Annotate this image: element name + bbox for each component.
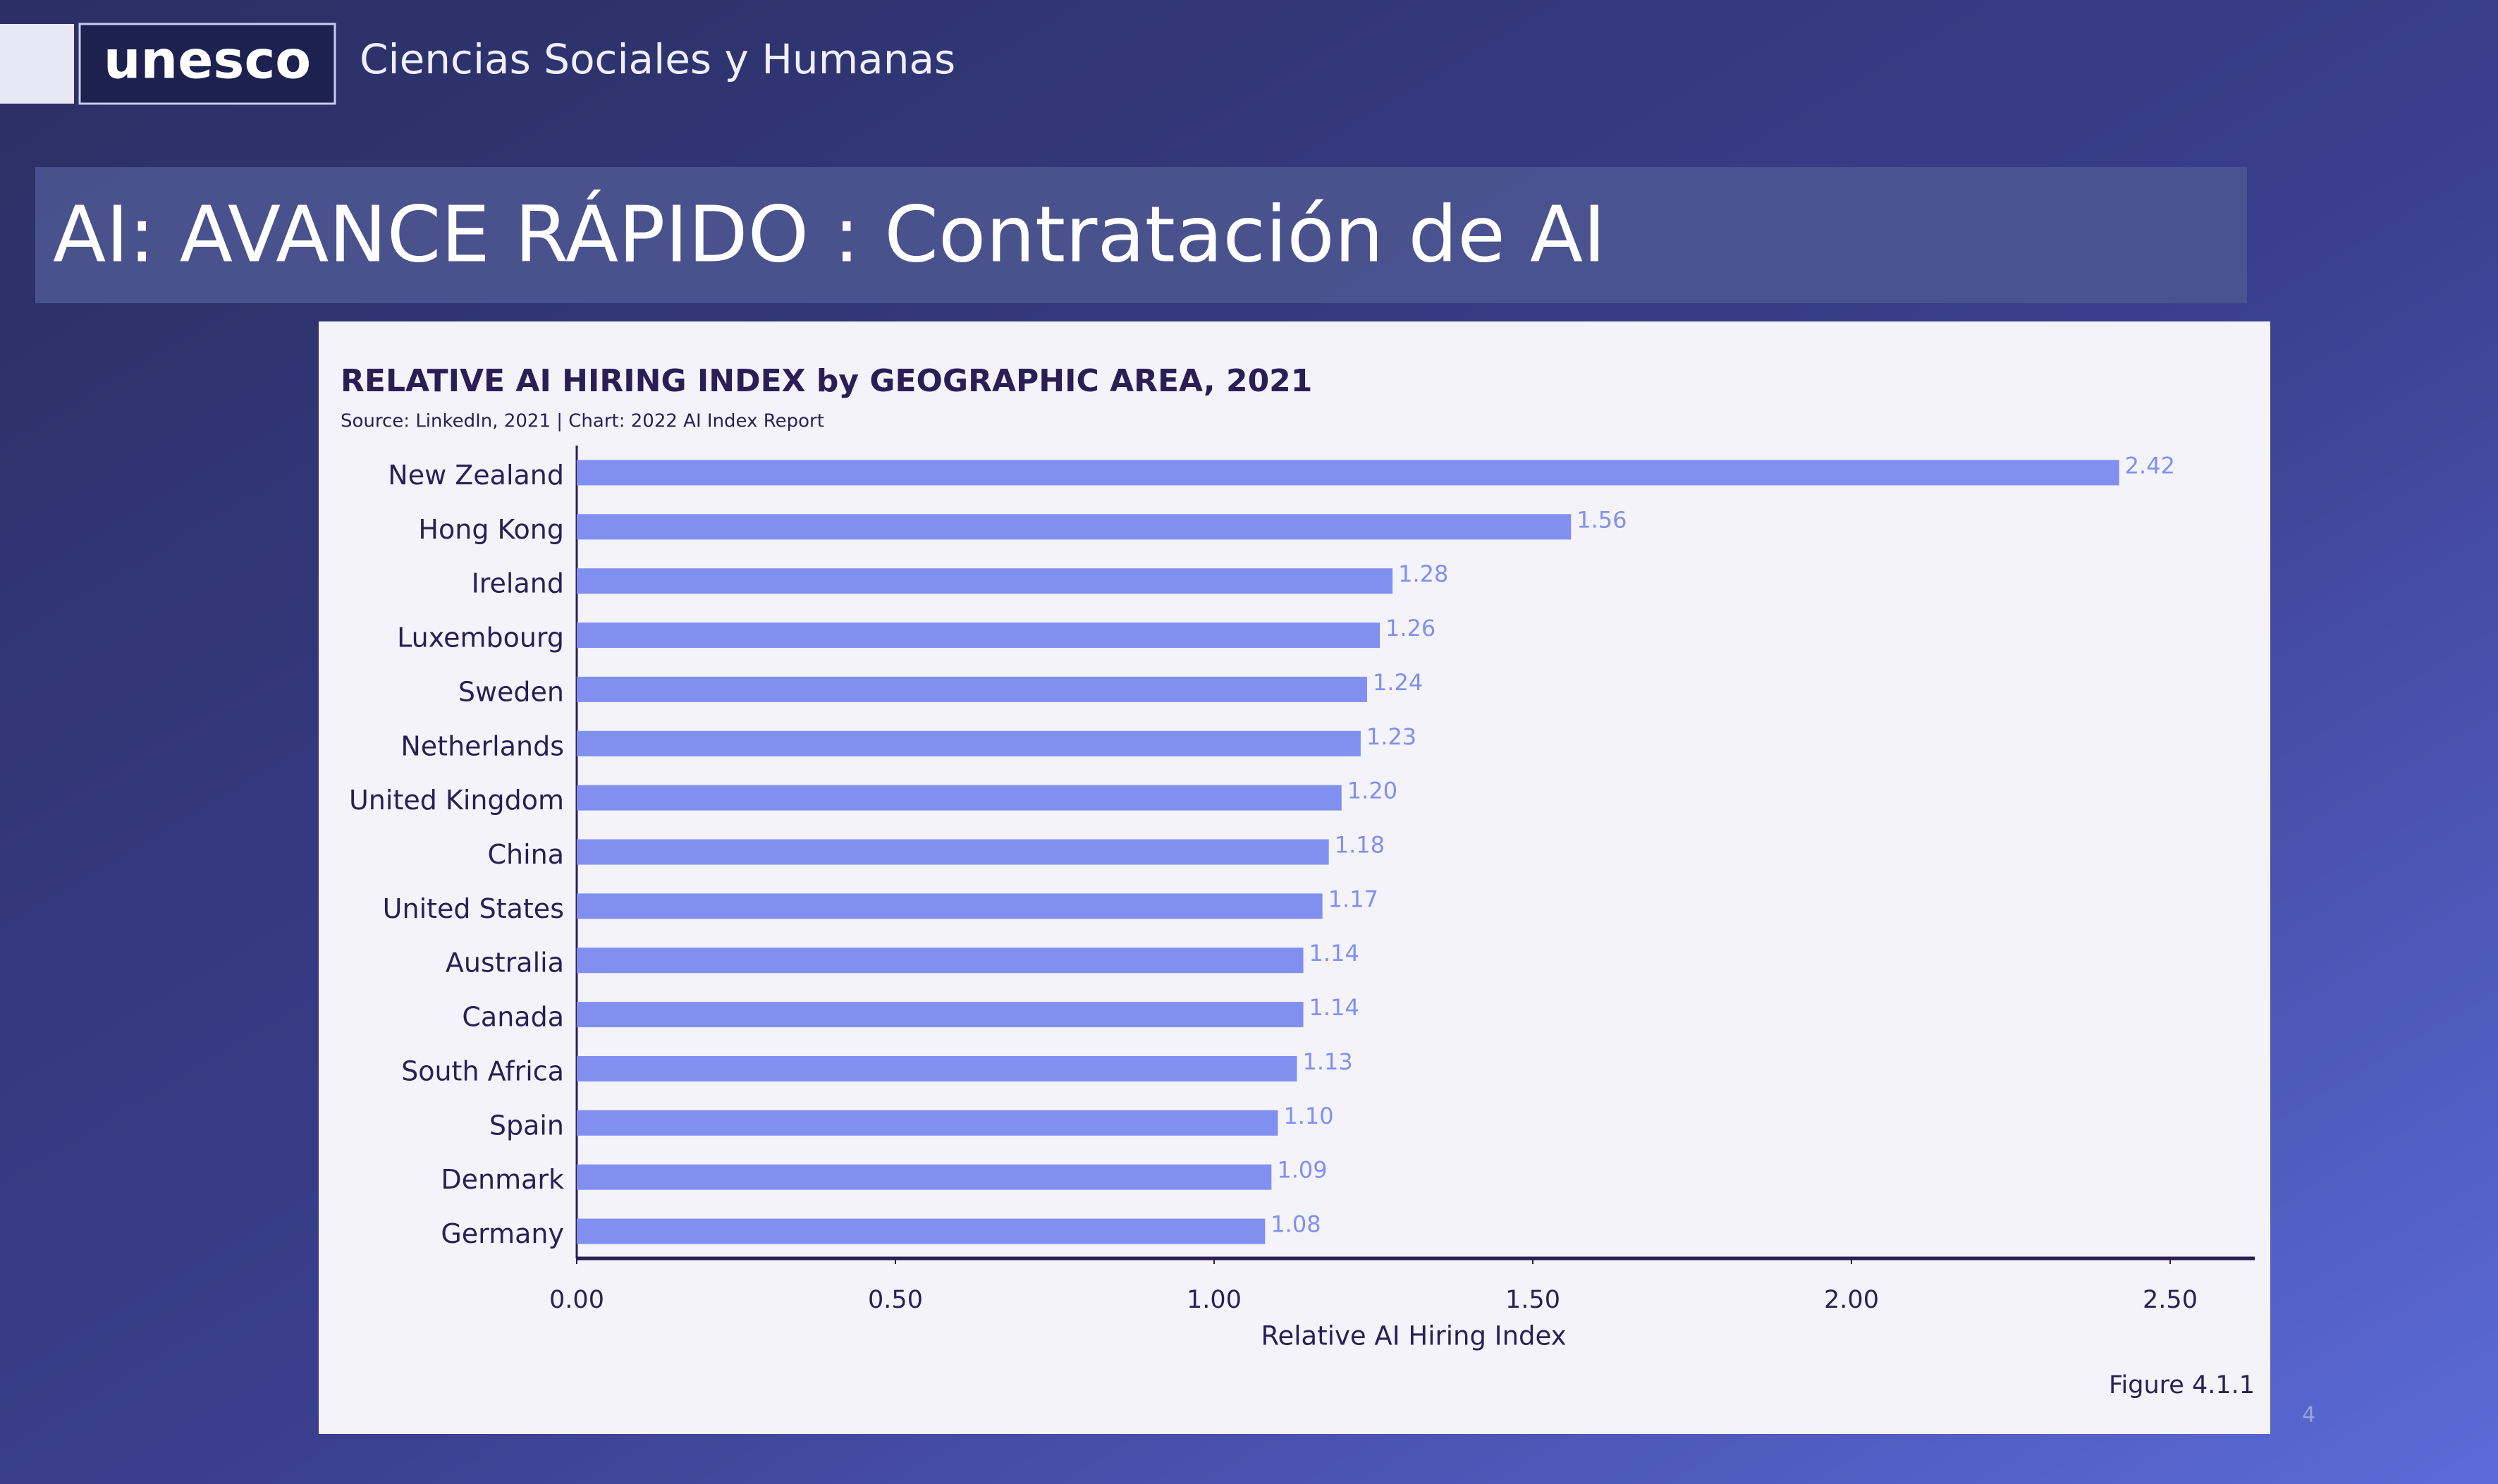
y-tick-label: Australia bbox=[446, 948, 564, 979]
x-axis-label: Relative AI Hiring Index bbox=[1261, 1321, 1566, 1351]
value-label: 1.26 bbox=[1385, 615, 1435, 642]
y-tick-label: Netherlands bbox=[400, 730, 564, 761]
x-tick-label: 2.50 bbox=[2143, 1286, 2198, 1314]
bar bbox=[577, 460, 2119, 486]
sector-name: Ciencias Sociales y Humanas bbox=[360, 35, 955, 83]
y-tick-label: China bbox=[487, 839, 564, 870]
value-label: 1.10 bbox=[1283, 1103, 1333, 1129]
y-tick-label: Canada bbox=[462, 1002, 564, 1033]
y-tick-label: United Kingdom bbox=[349, 785, 564, 816]
chart-title: RELATIVE AI HIRING INDEX by GEOGRAPHIC A… bbox=[341, 363, 1312, 399]
value-label: 1.13 bbox=[1303, 1048, 1353, 1075]
y-tick-label: Spain bbox=[489, 1110, 564, 1141]
page-number: 4 bbox=[2302, 1403, 2315, 1428]
figure-label: Figure 4.1.1 bbox=[2109, 1371, 2255, 1399]
logo-box bbox=[78, 23, 336, 105]
y-tick-label: Luxembourg bbox=[397, 623, 564, 654]
y-tick-label: Hong Kong bbox=[418, 514, 564, 545]
bar bbox=[577, 1218, 1266, 1244]
slide-title: AI: AVANCE RÁPIDO : Contratación de AI bbox=[53, 188, 1606, 279]
bar bbox=[577, 839, 1329, 865]
x-tick-label: 1.00 bbox=[1187, 1286, 1242, 1314]
bar bbox=[577, 1164, 1272, 1190]
value-label: 1.14 bbox=[1309, 994, 1359, 1021]
bar bbox=[577, 785, 1342, 811]
bar bbox=[577, 568, 1393, 594]
value-label: 1.08 bbox=[1271, 1211, 1321, 1238]
value-label: 1.17 bbox=[1328, 885, 1378, 912]
bar bbox=[577, 676, 1367, 702]
y-tick-label: Ireland bbox=[472, 568, 564, 599]
x-tick-label: 2.00 bbox=[1824, 1286, 1879, 1314]
bar bbox=[577, 1110, 1278, 1136]
chart-panel bbox=[319, 321, 2270, 1434]
bar bbox=[577, 1055, 1297, 1081]
value-label: 2.42 bbox=[2125, 452, 2175, 479]
value-label: 1.56 bbox=[1576, 506, 1627, 533]
y-tick-label: United States bbox=[383, 893, 564, 924]
y-tick-label: Germany bbox=[441, 1218, 564, 1249]
value-label: 1.20 bbox=[1347, 778, 1397, 804]
bar bbox=[577, 948, 1304, 974]
y-tick-label: Denmark bbox=[441, 1164, 564, 1195]
bar bbox=[577, 514, 1572, 540]
logo-icon bbox=[0, 24, 74, 104]
bar bbox=[577, 893, 1323, 919]
bar bbox=[577, 730, 1361, 756]
value-label: 1.28 bbox=[1398, 560, 1448, 587]
y-tick-label: South Africa bbox=[401, 1055, 564, 1086]
x-tick-label: 0.00 bbox=[549, 1286, 604, 1314]
bar bbox=[577, 1002, 1304, 1028]
x-tick-label: 1.50 bbox=[1505, 1286, 1560, 1314]
title-bar bbox=[35, 167, 2247, 303]
logo-text: unesco bbox=[104, 30, 311, 91]
y-tick-label: New Zealand bbox=[388, 460, 564, 491]
value-label: 1.14 bbox=[1309, 940, 1359, 967]
bar bbox=[577, 623, 1380, 649]
y-tick-label: Sweden bbox=[458, 676, 564, 707]
chart-subtitle: Source: LinkedIn, 2021 | Chart: 2022 AI … bbox=[341, 411, 824, 432]
value-label: 1.18 bbox=[1335, 832, 1385, 859]
x-tick-label: 0.50 bbox=[868, 1286, 923, 1314]
value-label: 1.23 bbox=[1366, 723, 1416, 750]
value-label: 1.24 bbox=[1373, 669, 1423, 696]
value-label: 1.09 bbox=[1277, 1157, 1327, 1184]
